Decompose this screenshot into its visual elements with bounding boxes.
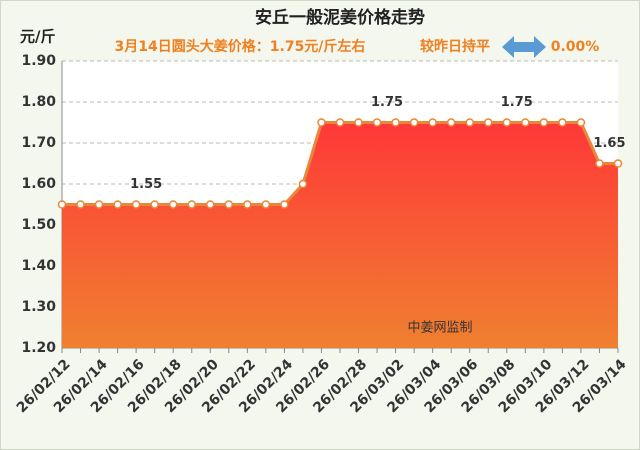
point <box>335 118 345 127</box>
y-tick-label: 1.30 <box>21 299 56 315</box>
point <box>187 200 196 209</box>
point <box>502 118 512 127</box>
point <box>261 200 271 209</box>
point <box>484 118 493 127</box>
change-value: 0.00% <box>551 39 600 55</box>
y-tick-label: 1.40 <box>21 258 56 274</box>
data-label: 1.75 <box>371 95 403 110</box>
point <box>446 118 456 127</box>
subtitle: 3月14日圆头大姜价格：1.75元/斤左右 <box>115 38 366 55</box>
y-tick-label: 1.80 <box>21 94 56 110</box>
y-tick-label: 1.20 <box>21 340 56 356</box>
data-label: 1.75 <box>501 95 533 110</box>
point <box>428 118 437 127</box>
point <box>354 118 363 127</box>
point <box>317 118 326 127</box>
watermark: 中姜网监制 <box>407 321 472 336</box>
chart-title: 安丘一般泥姜价格走势 <box>255 7 425 28</box>
point <box>539 118 549 127</box>
point <box>613 159 623 168</box>
point <box>94 200 104 209</box>
point <box>280 200 289 209</box>
point <box>243 200 252 209</box>
y-tick-label: 1.90 <box>21 53 56 69</box>
point <box>131 200 141 209</box>
point <box>224 200 234 209</box>
y-tick-label: 1.60 <box>21 176 56 192</box>
point <box>521 118 530 127</box>
point <box>409 118 419 127</box>
flat-arrow-icon <box>502 36 546 58</box>
point <box>57 200 67 209</box>
point <box>298 179 308 189</box>
point <box>558 118 567 127</box>
data-label: 1.65 <box>593 136 625 151</box>
point <box>150 200 159 209</box>
point <box>576 118 586 127</box>
point <box>76 200 85 209</box>
point <box>391 118 400 127</box>
point <box>206 200 215 209</box>
area <box>62 122 618 348</box>
point <box>113 200 122 209</box>
point <box>372 118 382 127</box>
y-tick-label: 1.70 <box>21 135 56 151</box>
point <box>595 159 604 168</box>
point <box>168 200 178 209</box>
change-text: 较昨日持平 <box>420 38 490 55</box>
y-tick-label: 1.50 <box>21 217 56 233</box>
y-axis-label: 元/斤 <box>20 28 55 46</box>
point <box>465 118 474 127</box>
data-label: 1.55 <box>130 177 162 192</box>
